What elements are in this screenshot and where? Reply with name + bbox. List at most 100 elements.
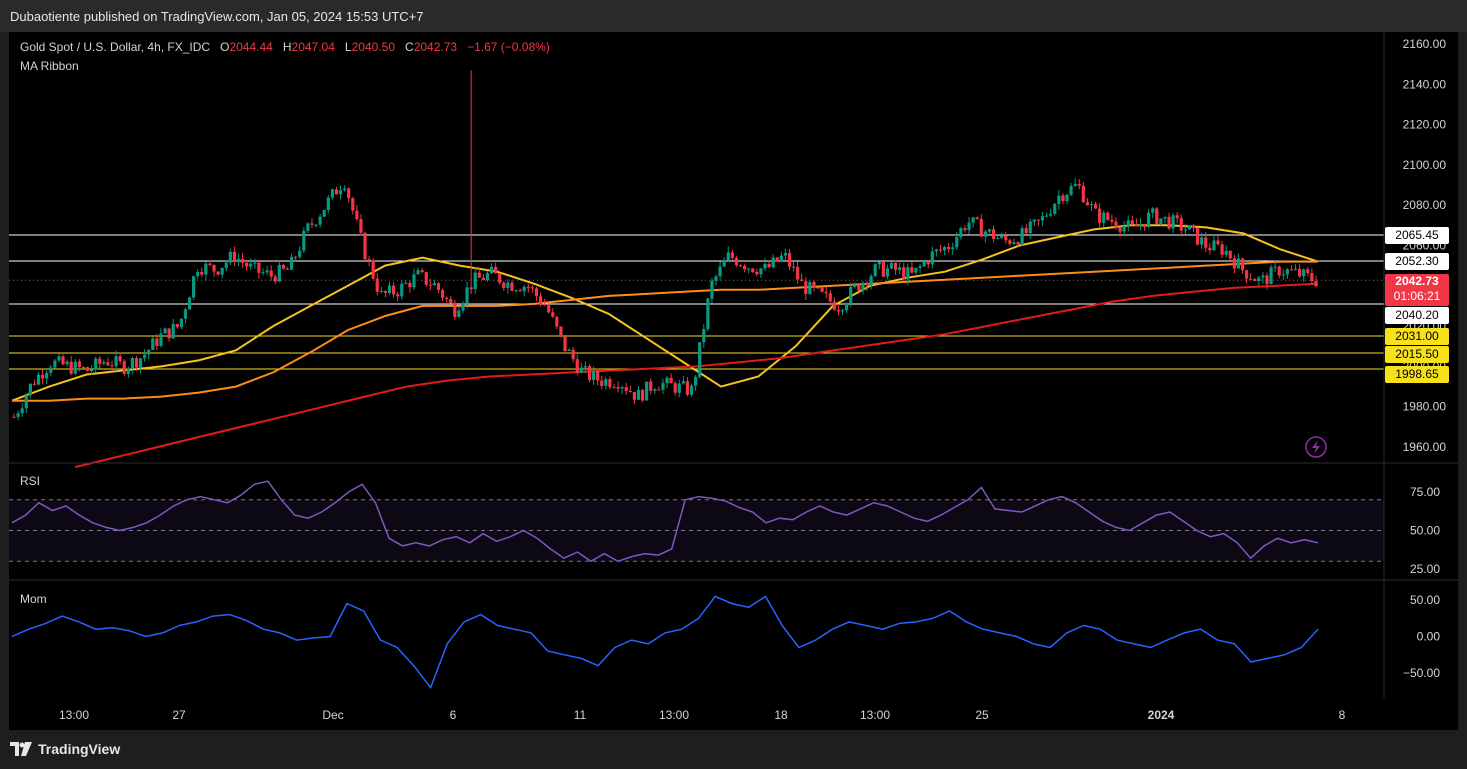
candle-body bbox=[661, 383, 665, 390]
candle-body bbox=[175, 323, 179, 328]
candle-body bbox=[1302, 269, 1306, 277]
candle-body bbox=[698, 342, 702, 377]
ma-line-0 bbox=[11, 224, 1319, 402]
candle-body bbox=[681, 381, 685, 384]
candle-body bbox=[567, 349, 571, 351]
candle-body bbox=[983, 231, 987, 237]
time-tick-label: 18 bbox=[774, 708, 788, 722]
candle-body bbox=[885, 268, 890, 277]
candle-body bbox=[396, 294, 400, 297]
candle-body bbox=[514, 290, 518, 292]
open-value: 2044.44 bbox=[229, 40, 273, 54]
candle-body bbox=[767, 264, 771, 268]
candle-body bbox=[347, 188, 351, 199]
candle-body bbox=[959, 228, 963, 238]
time-tick-label: 27 bbox=[172, 708, 186, 722]
candle-body bbox=[1208, 247, 1212, 251]
candle-body bbox=[547, 305, 551, 313]
candle-body bbox=[1057, 195, 1061, 204]
candle-body bbox=[775, 257, 779, 262]
candle-body bbox=[126, 368, 130, 374]
candle-body bbox=[16, 413, 20, 417]
candle-body bbox=[1110, 219, 1114, 222]
candle-body bbox=[1187, 225, 1192, 230]
candle-body bbox=[832, 301, 836, 310]
candle-body bbox=[808, 282, 812, 295]
candle-body bbox=[1016, 242, 1020, 245]
candle-body bbox=[81, 367, 86, 369]
candle-body bbox=[1236, 258, 1241, 269]
rsi-label[interactable]: RSI bbox=[20, 474, 41, 488]
candle-body bbox=[857, 284, 861, 291]
candle-body bbox=[738, 265, 743, 267]
candle-body bbox=[616, 387, 620, 389]
candle-body bbox=[751, 268, 755, 273]
candle-body bbox=[1151, 208, 1155, 213]
candle-body bbox=[322, 209, 326, 217]
candle-body bbox=[673, 383, 677, 393]
time-tick-label: 6 bbox=[450, 708, 457, 722]
candle-body bbox=[1281, 274, 1285, 276]
candle-body bbox=[236, 258, 241, 262]
candle-body bbox=[1012, 242, 1016, 244]
candles-layer bbox=[12, 70, 1318, 420]
candle-body bbox=[257, 262, 261, 273]
candle-body bbox=[314, 224, 318, 226]
candle-body bbox=[600, 380, 604, 386]
candle-body bbox=[494, 266, 498, 274]
candle-body bbox=[253, 262, 257, 264]
candle-body bbox=[636, 389, 641, 400]
candle-body bbox=[400, 283, 404, 297]
candle-body bbox=[1085, 202, 1090, 206]
candle-body bbox=[1175, 215, 1179, 219]
candle-body bbox=[1024, 228, 1028, 234]
candle-body bbox=[1142, 223, 1147, 228]
candle-body bbox=[845, 303, 849, 311]
candle-body bbox=[440, 289, 445, 298]
candle-body bbox=[465, 287, 469, 303]
candle-body bbox=[1191, 225, 1196, 228]
candle-body bbox=[1159, 218, 1163, 225]
candle-body bbox=[1273, 266, 1277, 268]
tradingview-logo[interactable]: TradingView bbox=[10, 741, 120, 757]
candle-body bbox=[1008, 240, 1012, 244]
candle-body bbox=[118, 356, 122, 362]
candle-body bbox=[1163, 216, 1167, 219]
candle-body bbox=[334, 189, 339, 195]
candle-body bbox=[1040, 216, 1045, 221]
time-tick-label: 13:00 bbox=[59, 708, 89, 722]
candle-body bbox=[1253, 279, 1257, 281]
candle-body bbox=[1167, 216, 1171, 229]
candle-body bbox=[387, 285, 392, 293]
candle-body bbox=[1036, 219, 1041, 221]
indicator-name[interactable]: MA Ribbon bbox=[20, 59, 79, 73]
publisher-bar: Dubaotiente published on TradingView.com… bbox=[0, 0, 1467, 32]
candle-body bbox=[796, 266, 800, 280]
candle-body bbox=[130, 357, 134, 369]
price-tag-resistance-1: 2065.45 bbox=[1385, 227, 1449, 244]
candle-body bbox=[991, 229, 996, 239]
candle-body bbox=[640, 389, 645, 401]
candle-body bbox=[1277, 266, 1281, 276]
candle-body bbox=[269, 270, 273, 277]
alert-icon[interactable] bbox=[1305, 436, 1327, 458]
candle-body bbox=[102, 362, 106, 364]
candle-body bbox=[812, 282, 816, 288]
candle-body bbox=[1102, 212, 1106, 223]
candle-body bbox=[840, 310, 845, 312]
price-tick-label: 1980.00 bbox=[1403, 400, 1447, 414]
candle-body bbox=[632, 391, 636, 400]
candle-body bbox=[926, 261, 930, 265]
high-value: 2047.04 bbox=[291, 40, 335, 54]
candle-body bbox=[1077, 184, 1081, 186]
candle-body bbox=[824, 291, 828, 294]
candle-body bbox=[510, 282, 514, 291]
candle-body bbox=[551, 312, 555, 317]
candle-body bbox=[1155, 208, 1159, 225]
candle-body bbox=[41, 374, 45, 379]
candle-body bbox=[685, 381, 690, 395]
candle-body bbox=[159, 333, 163, 346]
candle-body bbox=[196, 272, 200, 277]
mom-label[interactable]: Mom bbox=[20, 592, 47, 606]
